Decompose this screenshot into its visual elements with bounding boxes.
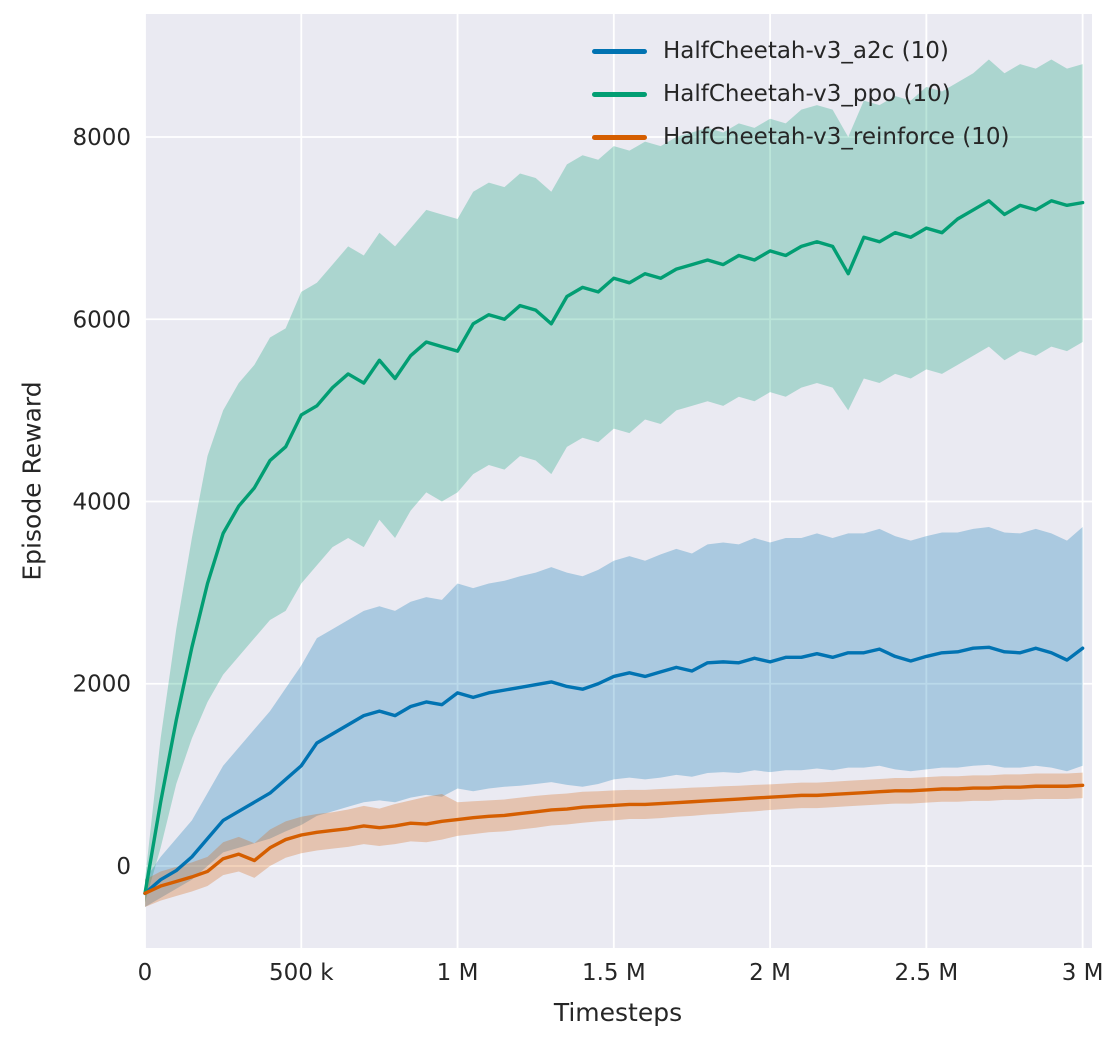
x-tick-label: 1.5 M — [582, 960, 646, 986]
y-tick-label: 6000 — [72, 307, 131, 333]
legend-swatch-reinforce-icon — [592, 134, 647, 140]
x-tick-label: 0 — [138, 960, 153, 986]
series-line — [143, 645, 1085, 896]
y-axis-label: Episode Reward — [17, 381, 47, 581]
x-tick-label: 1 M — [437, 960, 479, 986]
legend: HalfCheetah-v3_a2c (10) HalfCheetah-v3_p… — [592, 38, 1009, 150]
y-tick-label: 4000 — [72, 490, 131, 516]
plot-area — [145, 14, 1092, 948]
legend-item-reinforce: HalfCheetah-v3_reinforce (10) — [592, 124, 1009, 150]
legend-label-a2c: HalfCheetah-v3_a2c (10) — [663, 38, 949, 64]
x-tick-label: 500 k — [269, 960, 334, 986]
series-line — [143, 199, 1085, 896]
y-tick-label: 2000 — [72, 672, 131, 698]
series-band — [145, 527, 1083, 907]
x-tick-label: 3 M — [1062, 960, 1104, 986]
legend-label-reinforce: HalfCheetah-v3_reinforce (10) — [663, 124, 1010, 150]
series-band — [145, 772, 1083, 907]
y-tick-label: 0 — [116, 854, 131, 880]
legend-label-ppo: HalfCheetah-v3_ppo (10) — [663, 81, 951, 107]
series-line — [143, 783, 1085, 896]
legend-swatch-a2c-icon — [592, 48, 647, 54]
x-tick-label: 2 M — [749, 960, 791, 986]
legend-item-a2c: HalfCheetah-v3_a2c (10) — [592, 38, 1009, 64]
x-axis-label: Timesteps — [553, 998, 683, 1027]
legend-swatch-ppo-icon — [592, 91, 647, 97]
x-tick-label: 2.5 M — [894, 960, 958, 986]
y-tick-label: 8000 — [72, 125, 131, 151]
legend-item-ppo: HalfCheetah-v3_ppo (10) — [592, 81, 1009, 107]
